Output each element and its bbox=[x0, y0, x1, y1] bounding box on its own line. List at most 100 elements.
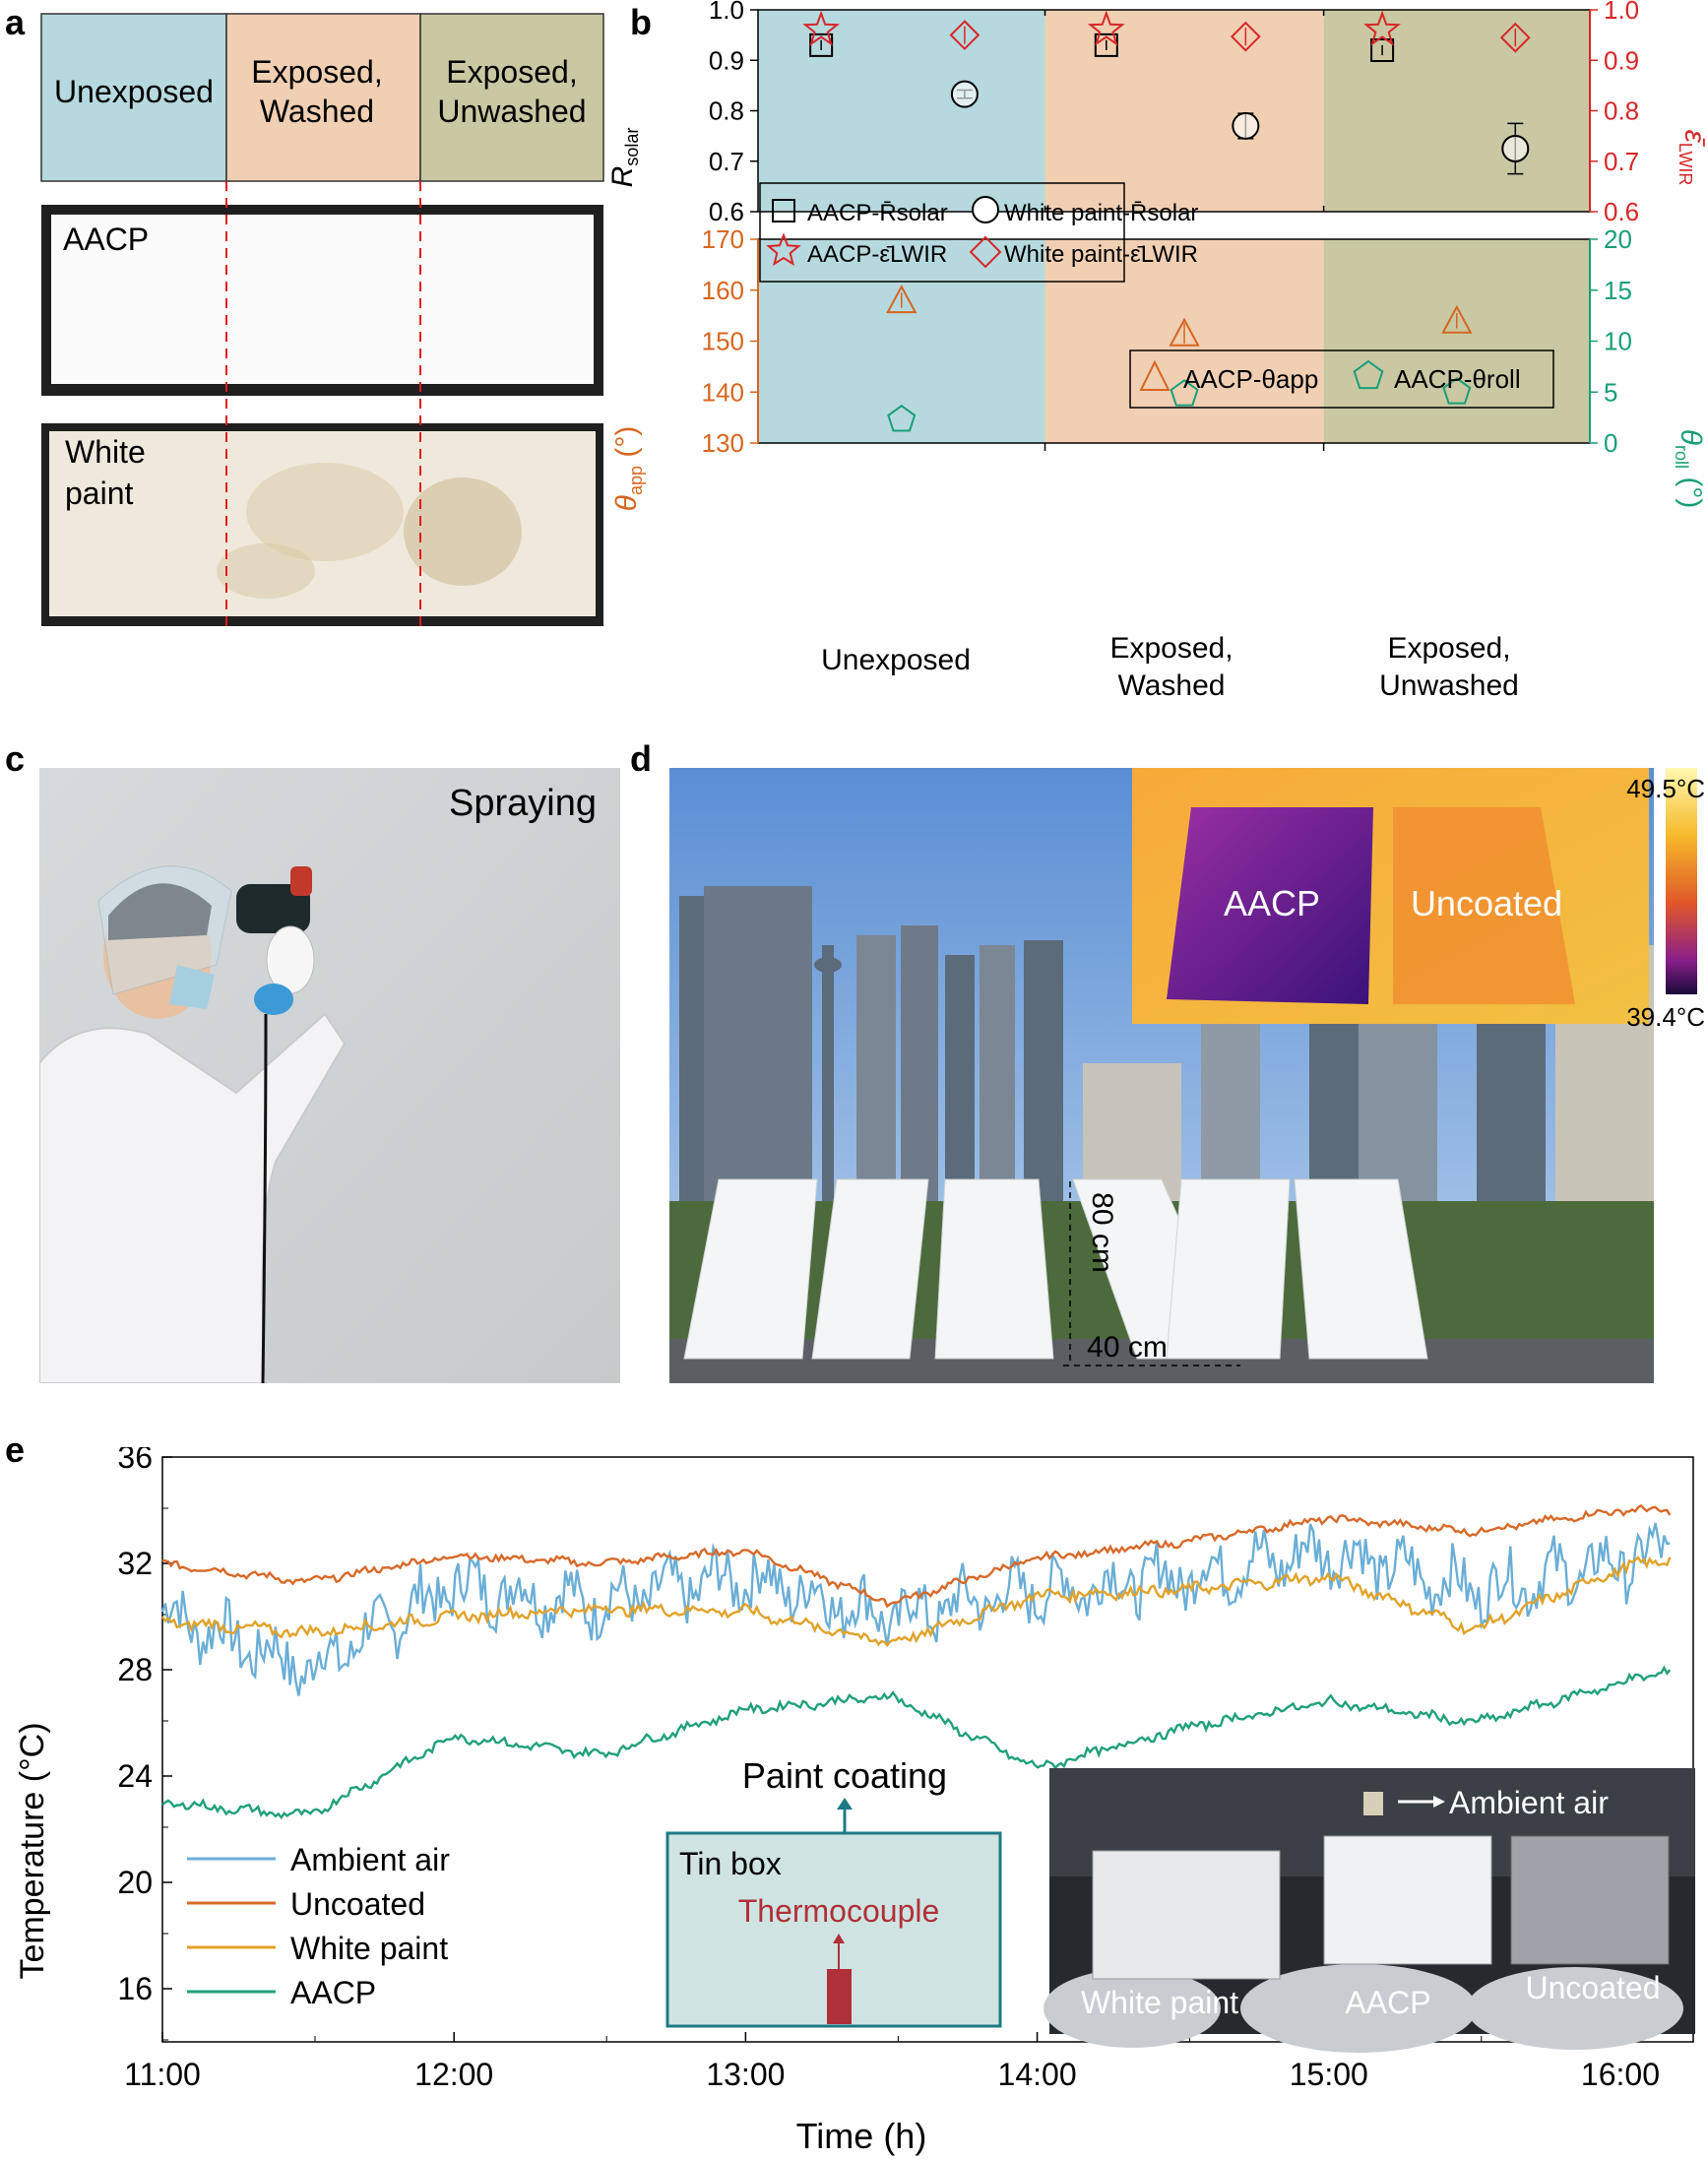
tick-label: 0.7 bbox=[709, 147, 744, 176]
series-line-ambient-air bbox=[160, 1522, 1671, 1696]
chart-axes: 0.60.70.80.91.00.60.70.80.91.01301401501… bbox=[702, 0, 1640, 458]
ambient-arrow-head bbox=[1433, 1796, 1445, 1808]
white-eps-point bbox=[949, 20, 981, 51]
legend-theta-app: AACP-θapp bbox=[1183, 364, 1318, 394]
schematic-thermocouple: Thermocouple bbox=[738, 1893, 940, 1929]
legend-pentagon-icon bbox=[1353, 359, 1384, 390]
x-tick-label: 16:00 bbox=[1581, 2057, 1660, 2092]
glove bbox=[254, 984, 293, 1015]
paint-container bbox=[266, 925, 315, 994]
legend-aacp-rsolar: AACP-R̄solar bbox=[807, 200, 948, 226]
series-line-white-paint bbox=[161, 1556, 1672, 1647]
theta-app-point bbox=[1169, 317, 1200, 347]
region-bottom bbox=[1323, 239, 1590, 443]
tick-label: 20 bbox=[1604, 224, 1632, 254]
power-cord bbox=[261, 1013, 268, 1383]
header-unwashed bbox=[419, 13, 604, 182]
white-rsolar-point bbox=[1232, 111, 1260, 140]
stain bbox=[217, 543, 315, 599]
tick-label: 5 bbox=[1604, 377, 1617, 407]
series-line-uncoated bbox=[161, 1503, 1672, 1609]
panel-label-e: e bbox=[5, 1429, 26, 1470]
stain bbox=[246, 463, 404, 561]
theta-roll-point bbox=[1442, 377, 1472, 405]
y-tick-label: 20 bbox=[117, 1865, 153, 1900]
photo-label-aacp: AACP bbox=[1345, 1985, 1430, 2020]
white-eps-point bbox=[1230, 21, 1261, 52]
legend-bottom-frame bbox=[1129, 349, 1554, 409]
spraying-caption: Spraying bbox=[449, 783, 597, 824]
chart-marks bbox=[802, 10, 1531, 432]
height-label: 80 cm bbox=[1086, 1192, 1118, 1273]
series-line-aacp bbox=[161, 1665, 1672, 1820]
theta-app-point bbox=[886, 284, 917, 314]
white-paint-box bbox=[1092, 1850, 1281, 1980]
theta-roll-point bbox=[887, 404, 917, 432]
ir-label-uncoated: Uncoated bbox=[1411, 883, 1562, 923]
tick-label: 0.9 bbox=[1604, 45, 1639, 75]
ir-label-aacp: AACP bbox=[1224, 883, 1320, 923]
ir-colorbar bbox=[1666, 768, 1697, 994]
face-shield bbox=[97, 865, 232, 995]
mask bbox=[169, 965, 215, 1009]
plot-frame bbox=[161, 1456, 1694, 2043]
reflector bbox=[1240, 1964, 1477, 2053]
tick-label: 130 bbox=[702, 428, 744, 458]
aacp-box bbox=[1323, 1835, 1492, 1965]
schematic-paint-coating: Paint coating bbox=[742, 1755, 947, 1796]
white-rsolar-point bbox=[1501, 134, 1530, 162]
x-tick-label: 15:00 bbox=[1290, 2057, 1368, 2092]
panel-c-photo: Spraying bbox=[39, 768, 620, 1383]
panel-d-photo: 80 cm 40 cm AACP Uncoated 49.5°C 39.4°C bbox=[669, 768, 1708, 1383]
scale-max: 49.5°C bbox=[1626, 774, 1705, 803]
y-axis-title-rsolar: R̄solar bbox=[610, 128, 642, 188]
legend-theta-roll: AACP-θroll bbox=[1394, 364, 1521, 394]
coated-panels bbox=[683, 1178, 1428, 1360]
region-top bbox=[1044, 10, 1324, 212]
panel-label-d: d bbox=[630, 738, 652, 779]
tin-box-schematic: Paint coating Tin box Thermocouple bbox=[665, 1755, 1002, 2028]
y-tick-label: 24 bbox=[117, 1758, 153, 1794]
legend: Ambient air Uncoated White paint AACP bbox=[187, 1842, 450, 2010]
tick-label: 1.0 bbox=[1604, 0, 1639, 25]
group-label-unexposed: Unexposed bbox=[821, 644, 971, 676]
tick-label: 0.6 bbox=[1604, 197, 1639, 226]
reflector bbox=[1467, 1967, 1683, 2050]
x-axis-title: Time (h) bbox=[796, 2116, 927, 2156]
header-unwashed-line2: Unwashed bbox=[437, 94, 586, 129]
header-washed bbox=[225, 13, 421, 182]
legend-white-paint: White paint bbox=[290, 1931, 448, 1966]
legend-bottom: AACP-θapp AACP-θroll bbox=[1129, 349, 1554, 409]
tick-label: 15 bbox=[1604, 276, 1632, 305]
legend-top-frame bbox=[759, 182, 1125, 283]
group-label-washed-1: Exposed, bbox=[1109, 632, 1233, 665]
tick-label: 0.9 bbox=[709, 45, 744, 75]
header-washed-line2: Washed bbox=[260, 94, 374, 129]
theta-app-point bbox=[1441, 304, 1473, 334]
y-tick-label: 32 bbox=[117, 1546, 153, 1581]
legend-circle-icon bbox=[972, 196, 999, 223]
legend-diamond-icon bbox=[969, 235, 1002, 269]
white-rsolar-point bbox=[950, 80, 979, 108]
header-washed-line1: Exposed, bbox=[251, 54, 382, 90]
aacp-eps-point bbox=[1363, 10, 1402, 46]
region-top bbox=[1323, 10, 1590, 212]
x-tick-label: 12:00 bbox=[414, 2057, 493, 2092]
schematic-tin-box: Tin box bbox=[679, 1846, 782, 1881]
tick-label: 0.7 bbox=[1604, 147, 1639, 176]
region-bottom bbox=[758, 239, 1045, 443]
panel-label-b: b bbox=[630, 2, 652, 42]
photo-label-uncoated: Uncoated bbox=[1526, 1970, 1661, 2005]
group-label-washed-2: Washed bbox=[1118, 669, 1226, 702]
panel-b-chart: 0.60.70.80.91.00.60.70.80.91.01301401501… bbox=[610, 0, 1708, 702]
aacp-sample bbox=[51, 215, 594, 384]
tick-label: 1.0 bbox=[709, 0, 744, 25]
legend-top: AACP-R̄solar White paint-R̄solar AACP-ε̄… bbox=[759, 182, 1198, 283]
chart-axes: 16 20 24 28 32 36 11:00 12:00 13:00 14:00 15:00 16:… bbox=[117, 1447, 1694, 2092]
photo-label-white: White paint bbox=[1081, 1985, 1238, 2020]
arrow-head bbox=[837, 1798, 853, 1810]
tick-label: 150 bbox=[702, 327, 744, 356]
aacp-eps-point bbox=[1087, 10, 1125, 46]
tick-label: 0 bbox=[1604, 428, 1617, 458]
header-unexposed bbox=[40, 13, 227, 182]
